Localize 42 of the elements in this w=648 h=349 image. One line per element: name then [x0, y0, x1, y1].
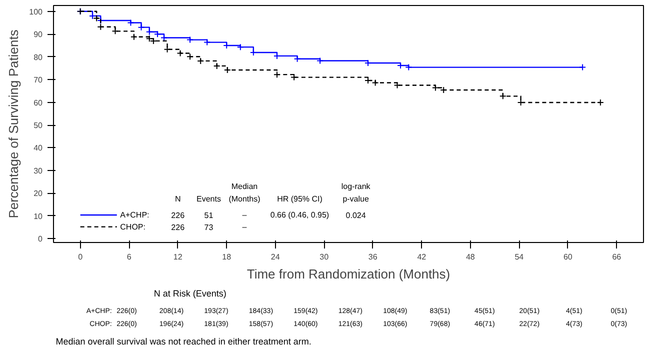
x-axis-title: Time from Randomization (Months)	[246, 266, 450, 282]
annotation: 51	[204, 211, 214, 220]
x-tick-label: 6	[126, 252, 132, 262]
x-tick-label: 42	[417, 252, 427, 262]
y-tick-label: 90	[34, 30, 44, 40]
annotation: 73	[204, 222, 214, 232]
x-tick-label: 36	[368, 252, 378, 262]
annotation: 0.66 (0.46, 0.95)	[270, 210, 330, 220]
x-tick-label: 48	[466, 252, 476, 262]
y-tick-label: 100	[29, 7, 44, 16]
text: Median overall survival was not reached in either treatment arm.	[56, 336, 312, 346]
y-tick-label: 50	[34, 121, 44, 130]
y-tick-label: 40	[34, 144, 44, 153]
y-tick-label: 70	[34, 76, 44, 85]
x-tick-label: 18	[222, 252, 232, 262]
y-tick-label: 10	[34, 212, 44, 221]
y-tick-label: 30	[34, 166, 44, 176]
legend-label: CHOP:	[120, 222, 146, 232]
annotation: 226	[171, 222, 186, 232]
y-axis-title: Percentage of Surviving Patients	[6, 29, 22, 218]
annotation: Events	[196, 194, 221, 204]
x-tick-label: 24	[270, 252, 280, 262]
annotation: –	[242, 222, 248, 232]
x-tick-label: 66	[612, 252, 622, 262]
annotation: Median (Months)	[228, 182, 261, 204]
x-tick-label: 54	[514, 252, 524, 262]
annotation: 0.024	[346, 211, 366, 220]
x-tick-label: 30	[320, 252, 330, 262]
annotation: HR (95% CI)	[277, 194, 323, 204]
y-tick-label: 80	[34, 52, 44, 62]
x-tick-label: 60	[563, 252, 573, 262]
legend-label: A+CHP:	[120, 210, 150, 220]
x-tick-label: 12	[173, 252, 183, 262]
y-tick-label: 20	[34, 189, 44, 198]
annotation: log-rank p-value	[341, 182, 372, 204]
x-tick-label: 0	[78, 252, 84, 262]
text: N at Risk (Events)	[154, 288, 226, 298]
annotation: 226	[171, 211, 186, 220]
annotation: –	[242, 210, 248, 220]
y-tick-label: 60	[34, 98, 44, 108]
y-tick-label: 0	[38, 234, 44, 244]
annotation: N	[174, 194, 181, 204]
